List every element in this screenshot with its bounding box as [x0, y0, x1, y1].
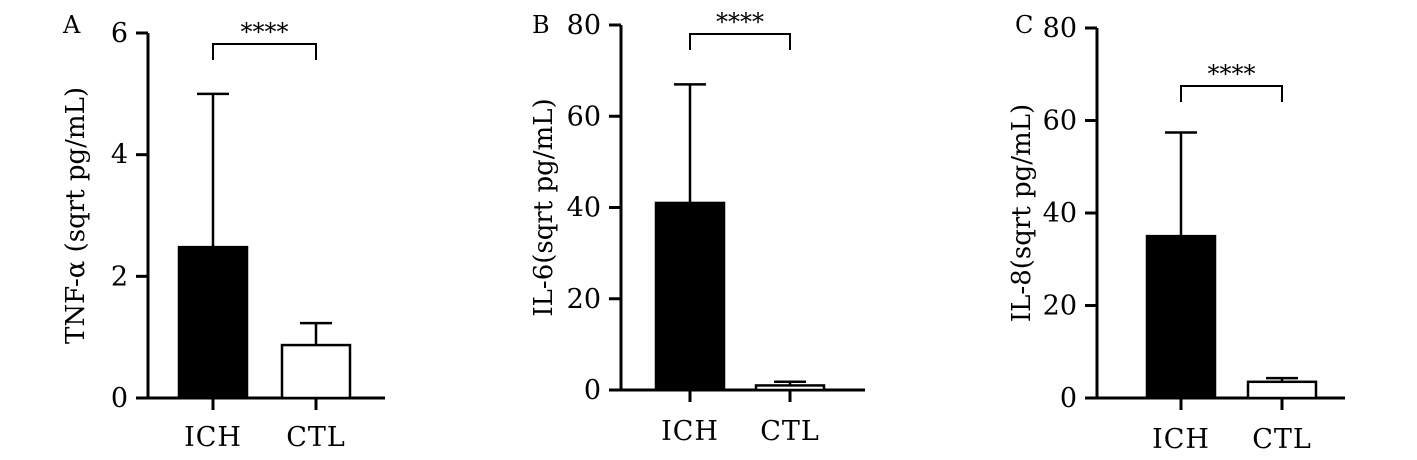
y-tick-label: 80 — [567, 10, 601, 41]
significance-label: **** — [716, 8, 764, 36]
y-axis-title: IL-6(sqrt pg/mL) — [529, 98, 559, 316]
bar-ctl — [754, 384, 826, 392]
panel-letter: C — [1015, 11, 1033, 39]
y-tick-label: 80 — [1043, 13, 1077, 44]
y-axis-title: IL-8(sqrt pg/mL) — [1007, 104, 1037, 322]
category-label-ctl: CTL — [1252, 424, 1312, 455]
significance-label: **** — [241, 18, 289, 46]
panel-letter: A — [62, 11, 81, 39]
panel-b: B IL-6(sqrt pg/mL) 0 20 40 60 80 ICH CTL **** — [529, 8, 865, 447]
significance-bracket — [212, 43, 317, 60]
significance-label: **** — [1208, 60, 1256, 88]
bar-ich — [654, 201, 726, 392]
y-tick-label: 6 — [111, 18, 128, 49]
y-tick-label: 20 — [1043, 291, 1077, 322]
panel-a: A TNF-α (sqrt pg/mL) 0 2 4 6 ICH CTL **** — [61, 11, 385, 453]
bar-ich — [177, 245, 249, 400]
y-tick-label: 40 — [567, 193, 601, 224]
bar-ctl — [1246, 380, 1318, 400]
category-label-ctl: CTL — [760, 416, 820, 447]
y-tick-label: 0 — [584, 375, 601, 406]
panel-letter: B — [532, 11, 550, 39]
y-tick-label: 60 — [567, 101, 601, 132]
y-tick-label: 4 — [111, 140, 128, 171]
y-tick-label: 20 — [567, 284, 601, 315]
significance-bracket — [1180, 85, 1283, 102]
y-tick-label: 2 — [111, 261, 128, 292]
panel-c: C IL-8(sqrt pg/mL) 0 20 40 60 80 ICH CTL **** — [1007, 11, 1345, 455]
y-tick-label: 0 — [111, 383, 128, 414]
category-label-ich: ICH — [661, 416, 719, 447]
y-tick-label: 60 — [1043, 106, 1077, 137]
bar-ich — [1145, 234, 1217, 400]
bar-ctl — [280, 343, 352, 400]
y-tick-label: 0 — [1060, 383, 1077, 414]
category-label-ich: ICH — [1152, 424, 1210, 455]
y-tick-label: 40 — [1043, 198, 1077, 229]
y-axis-title: TNF-α (sqrt pg/mL) — [61, 87, 91, 344]
category-label-ich: ICH — [184, 422, 242, 453]
significance-bracket — [689, 33, 791, 50]
category-label-ctl: CTL — [286, 422, 346, 453]
